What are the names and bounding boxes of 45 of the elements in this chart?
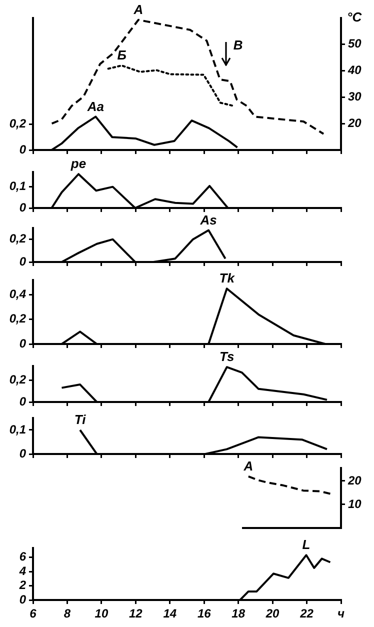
series-label: Aa	[86, 98, 104, 114]
y-tick-label: 0	[19, 142, 26, 156]
y-tick-label: 4	[18, 564, 26, 578]
series-label: Б	[117, 48, 126, 63]
y2-axis-title: °C	[347, 10, 362, 25]
x-tick-label: 6	[30, 606, 37, 621]
y-tick-label: 0	[19, 592, 26, 606]
series-label: Ts	[220, 349, 234, 364]
series-label: A	[242, 458, 254, 474]
series-label: L	[302, 537, 310, 552]
y-tick-label: 6	[19, 550, 26, 564]
line-series	[107, 64, 235, 107]
x-tick-label: 22	[299, 606, 314, 621]
y-tick-label: 0	[19, 200, 26, 214]
y-tick-label: 0,4	[9, 287, 26, 302]
x-tick-label: 16	[197, 606, 212, 621]
x-tick-label: 18	[232, 606, 246, 621]
line-series	[247, 475, 333, 496]
series-label: A	[132, 2, 144, 17]
y2-tick-label: 40	[347, 63, 362, 78]
series-label: Ti	[74, 412, 86, 428]
y-tick-label: 0,1	[9, 179, 26, 194]
y-tick-label: 0	[19, 394, 26, 408]
y-tick-label: 0,1	[9, 422, 26, 436]
y-tick-label: 0	[19, 336, 26, 350]
x-tick-label: ч	[338, 606, 344, 621]
y-tick-label: 0,2	[9, 116, 26, 131]
y-tick-label: 0,2	[9, 232, 26, 246]
y-tick-label: 0,2	[9, 372, 26, 386]
x-tick-label: 14	[163, 606, 177, 621]
line-series	[50, 18, 325, 135]
y-tick-label: 2	[18, 578, 26, 592]
x-tick-label: 10	[94, 606, 108, 621]
annotation: В	[233, 38, 243, 53]
y-tick-label: 0	[19, 446, 26, 460]
y2-tick-label: 30	[348, 90, 362, 104]
series-label: Tk	[219, 270, 236, 286]
x-tick-label: 20	[264, 606, 280, 621]
y-tick-label: 0,2	[9, 312, 26, 326]
y2-tick-label: 50	[348, 36, 362, 51]
series-label: pe	[70, 156, 86, 172]
y-tick-label: 0	[19, 254, 26, 268]
x-tick-label: 8	[64, 606, 71, 621]
x-tick-label: 12	[128, 606, 143, 621]
series-label: As	[199, 212, 217, 228]
